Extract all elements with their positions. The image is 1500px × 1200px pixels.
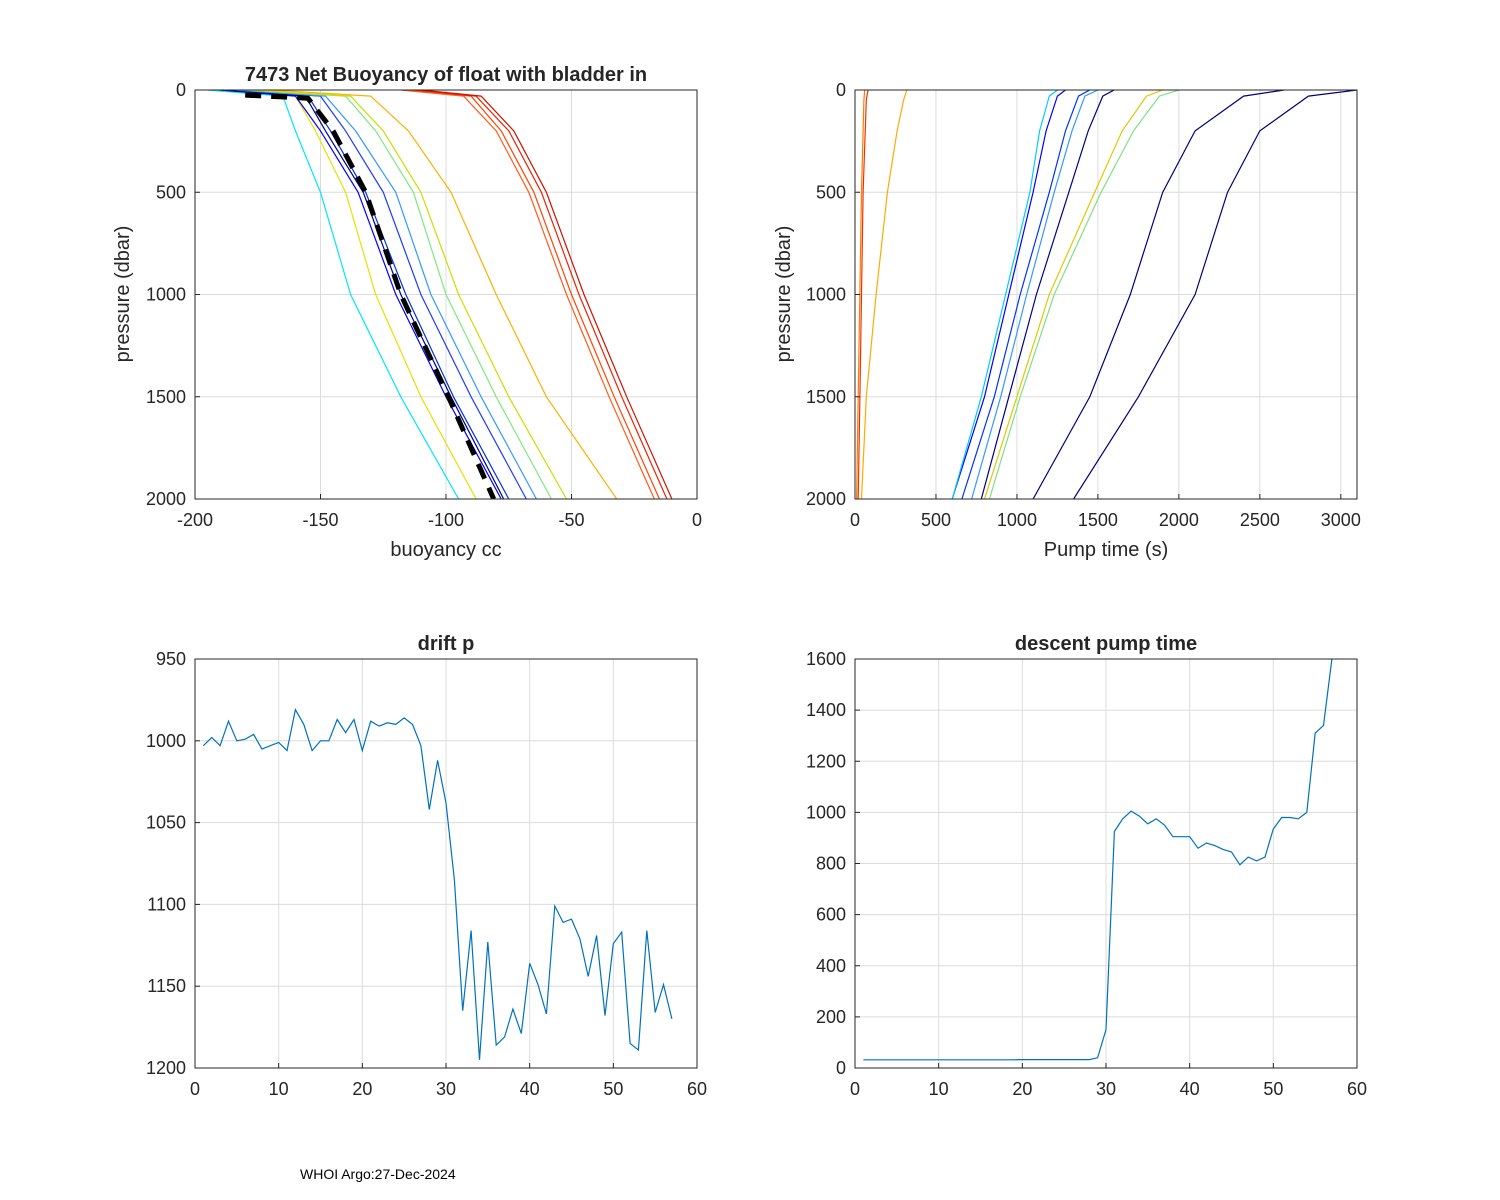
y-tick-label: 800 bbox=[816, 854, 846, 874]
x-tick-label: 2000 bbox=[1159, 510, 1199, 530]
x-tick-label: 500 bbox=[921, 510, 951, 530]
series-line-pump-blue-1 bbox=[951, 90, 1066, 499]
x-tick-label: 50 bbox=[1263, 1079, 1283, 1099]
series-line-pump-navy-2 bbox=[1032, 90, 1285, 499]
chart-pumptime: 0 500 1000 1500 2000 2500 3000 0 500 1000 1500 2000… bbox=[773, 80, 1361, 561]
x-tick-label: 3000 bbox=[1321, 510, 1361, 530]
y-tick-label: 200 bbox=[816, 1007, 846, 1027]
series-line-profile-lightblue bbox=[235, 90, 537, 499]
series-line-profile-orange bbox=[270, 90, 618, 499]
y-tick-label: 500 bbox=[816, 182, 846, 202]
x-tick-label: 0 bbox=[850, 510, 860, 530]
y-axis-label: pressure (dbar) bbox=[112, 226, 134, 363]
series-line-driftp bbox=[202, 708, 673, 1060]
y-tick-label: 0 bbox=[836, 1058, 846, 1078]
y-tick-label: 1500 bbox=[806, 387, 846, 407]
y-tick-label: 1600 bbox=[806, 649, 846, 669]
series-line-pump-lightblue bbox=[971, 90, 1099, 499]
x-tick-label: 0 bbox=[190, 1079, 200, 1099]
ticks: 0 500 1000 1500 2000 2500 3000 0 500 1000 1500 2000 bbox=[806, 80, 1361, 530]
y-tick-label: 1500 bbox=[146, 387, 186, 407]
y-tick-label: 400 bbox=[816, 956, 846, 976]
chart-driftp: 0 10 20 30 40 50 60 950 1000 1050 1100 1150 1200 dri… bbox=[146, 633, 707, 1099]
series-line-mean-dashed bbox=[245, 92, 496, 499]
series-layer bbox=[207, 90, 673, 499]
y-tick-label: 1400 bbox=[806, 700, 846, 720]
y-tick-label: 950 bbox=[156, 649, 186, 669]
chart-title: 7473 Net Buoyancy of float with bladder … bbox=[245, 64, 647, 86]
x-tick-label: 30 bbox=[1096, 1079, 1116, 1099]
chart-title: descent pump time bbox=[1015, 633, 1197, 655]
x-tick-label: -100 bbox=[428, 510, 464, 530]
y-tick-label: 500 bbox=[156, 182, 186, 202]
x-tick-label: 1500 bbox=[1078, 510, 1118, 530]
series-line-profile-red-3 bbox=[420, 90, 673, 499]
series-line-pump-blue-2 bbox=[961, 90, 1091, 499]
y-tick-label: 1000 bbox=[146, 285, 186, 305]
y-tick-label: 1150 bbox=[147, 976, 186, 996]
y-tick-label: 1200 bbox=[146, 1058, 186, 1078]
x-tick-label: 0 bbox=[850, 1079, 860, 1099]
x-tick-label: 60 bbox=[687, 1079, 707, 1099]
series-layer bbox=[202, 708, 673, 1060]
chart-title: drift p bbox=[418, 633, 475, 655]
x-tick-label: 50 bbox=[603, 1079, 623, 1099]
x-tick-label: 0 bbox=[692, 510, 702, 530]
footer-label: WHOI Argo:27-Dec-2024 bbox=[300, 1166, 456, 1182]
x-tick-label: 40 bbox=[1180, 1079, 1200, 1099]
series-line-pump-yellow bbox=[983, 90, 1163, 499]
x-tick-label: 10 bbox=[269, 1079, 289, 1099]
series-line-pump-navy-1 bbox=[980, 90, 1115, 499]
y-axis-label: pressure (dbar) bbox=[773, 226, 795, 363]
x-tick-label: 40 bbox=[520, 1079, 540, 1099]
x-tick-label: -50 bbox=[558, 510, 584, 530]
ticks: 0 10 20 30 40 50 60020040060080010001200140016… bbox=[806, 649, 1367, 1099]
x-tick-label: 1000 bbox=[997, 510, 1037, 530]
ticks: -200 -150 -100 -50 0 0 500 1000 1500 2000 bbox=[146, 80, 702, 530]
x-tick-label: -150 bbox=[302, 510, 338, 530]
x-tick-label: 30 bbox=[436, 1079, 456, 1099]
series-line-pump-navy-3 bbox=[1073, 90, 1357, 499]
series-layer bbox=[856, 90, 1357, 499]
y-tick-label: 1200 bbox=[806, 751, 846, 771]
x-tick-label: 20 bbox=[1012, 1079, 1032, 1099]
series-line-pump-red-low bbox=[857, 90, 869, 499]
x-tick-label: 60 bbox=[1347, 1079, 1367, 1099]
y-tick-label: 1050 bbox=[146, 813, 186, 833]
ticks: 0 10 20 30 40 50 60 950 1000 1050 1100 1150 1200 bbox=[146, 649, 707, 1099]
chart-buoyancy: -200 -150 -100 -50 0 0 500 1000 1500 2000 7473 Ne… bbox=[112, 64, 702, 561]
x-tick-label: 20 bbox=[352, 1079, 372, 1099]
y-tick-label: 2000 bbox=[146, 489, 186, 509]
y-tick-label: 0 bbox=[176, 80, 186, 100]
y-tick-label: 2000 bbox=[806, 489, 846, 509]
chart-descentpump: 0 10 20 30 40 50 60020040060080010001200140016… bbox=[806, 633, 1367, 1099]
x-tick-label: 10 bbox=[929, 1079, 949, 1099]
series-line-pump-orange-mid bbox=[860, 90, 908, 499]
y-tick-label: 1000 bbox=[806, 802, 846, 822]
y-tick-label: 1000 bbox=[806, 285, 846, 305]
series-line-pump-orange-low bbox=[856, 90, 866, 499]
series-line-descentpump bbox=[863, 659, 1333, 1061]
x-axis-label: buoyancy cc bbox=[390, 539, 501, 561]
series-line-profile-yellowgreen bbox=[250, 90, 568, 499]
series-layer bbox=[863, 659, 1333, 1061]
series-line-pump-green bbox=[988, 90, 1180, 499]
y-tick-label: 0 bbox=[836, 80, 846, 100]
y-tick-label: 600 bbox=[816, 905, 846, 925]
y-tick-label: 1000 bbox=[146, 731, 186, 751]
x-tick-label: 2500 bbox=[1240, 510, 1280, 530]
y-tick-label: 1100 bbox=[147, 894, 186, 914]
series-line-pump-cyan bbox=[951, 90, 1058, 499]
x-axis-label: Pump time (s) bbox=[1044, 539, 1168, 561]
x-tick-label: -200 bbox=[177, 510, 213, 530]
series-line-profile-red-4 bbox=[400, 90, 655, 499]
